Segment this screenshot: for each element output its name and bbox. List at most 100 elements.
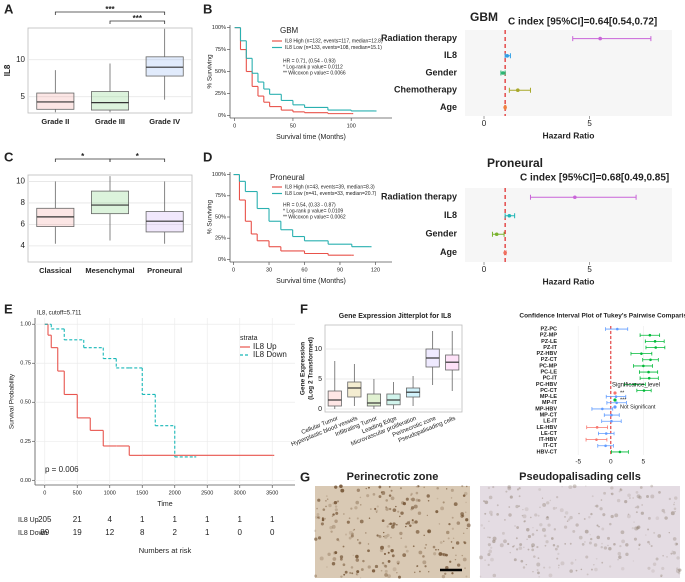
image-texture (675, 542, 679, 546)
image-texture (619, 488, 623, 492)
risk-count: 0 (238, 528, 243, 537)
image-texture (590, 568, 593, 571)
image-texture (339, 555, 344, 559)
image-texture (419, 570, 421, 573)
image-texture (454, 558, 457, 561)
y-tick-label: 1.00 (20, 322, 31, 328)
image-texture (647, 540, 650, 544)
chart-label: Proneural (487, 156, 543, 170)
image-texture (326, 498, 329, 501)
image-texture (584, 529, 589, 534)
image-texture (354, 506, 358, 510)
image-texture (650, 484, 654, 488)
image-texture (418, 550, 423, 555)
image-texture (378, 485, 382, 489)
difference-point (653, 340, 657, 343)
image-texture (519, 543, 523, 547)
x-tick-label: 3000 (234, 490, 246, 496)
image-texture (635, 511, 638, 514)
image-texture (624, 500, 628, 504)
image-texture (518, 546, 523, 550)
image-texture (537, 571, 540, 575)
chart-title: GBM (280, 26, 299, 35)
x-axis-label: Hazard Ratio (543, 130, 595, 140)
image-texture (637, 548, 640, 551)
image-texture (524, 507, 529, 512)
image-texture (532, 571, 534, 573)
image-texture (331, 515, 334, 517)
image-texture (644, 534, 647, 536)
image-texture (533, 555, 536, 558)
image-texture (536, 562, 541, 567)
image-texture (316, 513, 320, 516)
image-texture (433, 552, 437, 556)
risk-count: 89 (40, 528, 49, 537)
image-texture (412, 545, 415, 548)
difference-point (604, 432, 608, 435)
image-texture (492, 486, 495, 489)
hazard-ratio-point (516, 88, 520, 92)
image-texture (397, 575, 401, 579)
panel-letter: C (4, 149, 14, 164)
image-texture (640, 511, 644, 515)
image-texture (348, 536, 352, 540)
image-texture (542, 502, 547, 507)
image-texture (461, 554, 464, 557)
image-texture (531, 543, 535, 548)
image-texture (397, 510, 400, 513)
chart-title: Proneural (270, 173, 305, 182)
x-tick-label: Classical (39, 266, 72, 275)
row-label: PC-MP (539, 363, 557, 369)
significance-bracket (109, 158, 166, 162)
image-texture (329, 526, 333, 530)
risk-count: 205 (38, 515, 52, 524)
image-texture (389, 522, 393, 525)
row-label: Chemotherapy (394, 85, 457, 95)
image-texture (314, 574, 318, 578)
image-texture (447, 537, 450, 540)
difference-point (610, 413, 613, 417)
image-texture (490, 557, 494, 562)
image-texture (556, 545, 560, 548)
image-texture (334, 519, 338, 523)
image-texture (520, 559, 524, 563)
image-texture (559, 508, 564, 513)
image-texture (668, 532, 670, 534)
image-texture (602, 513, 606, 517)
image-texture (569, 515, 573, 520)
image-texture (614, 513, 619, 518)
image-texture (484, 512, 487, 515)
legend-label: IL8 Up (253, 342, 277, 351)
image-texture (462, 494, 466, 497)
row-label: MP-LE (540, 394, 557, 400)
risk-count: 1 (270, 515, 275, 524)
y-tick-label: 10 (16, 55, 25, 64)
image-texture (367, 486, 370, 489)
image-texture (404, 545, 408, 549)
image-texture (449, 560, 452, 563)
image-texture (537, 514, 540, 517)
x-tick-label: 0 (233, 123, 236, 129)
row-label: PC-LE (541, 370, 558, 376)
chart-title: C index [95%CI]=0.64[0.54,0.72] (508, 17, 657, 28)
image-texture (330, 530, 333, 533)
image-texture (646, 495, 650, 499)
image-texture (456, 521, 461, 525)
row-label: HBV-CT (537, 449, 558, 455)
image-texture (480, 524, 483, 527)
image-texture (443, 540, 445, 542)
row-label: MP-IT (542, 400, 558, 406)
image-texture (531, 533, 535, 536)
image-texture (322, 508, 326, 511)
image-texture (638, 543, 641, 546)
image-texture (355, 558, 360, 562)
image-texture (523, 520, 527, 523)
difference-point (648, 333, 652, 337)
difference-point (616, 327, 619, 331)
image-texture (548, 573, 553, 578)
image-texture (316, 507, 318, 510)
image-texture (483, 527, 486, 529)
image-texture (451, 527, 454, 530)
image-texture (457, 563, 461, 567)
image-texture (522, 566, 526, 569)
